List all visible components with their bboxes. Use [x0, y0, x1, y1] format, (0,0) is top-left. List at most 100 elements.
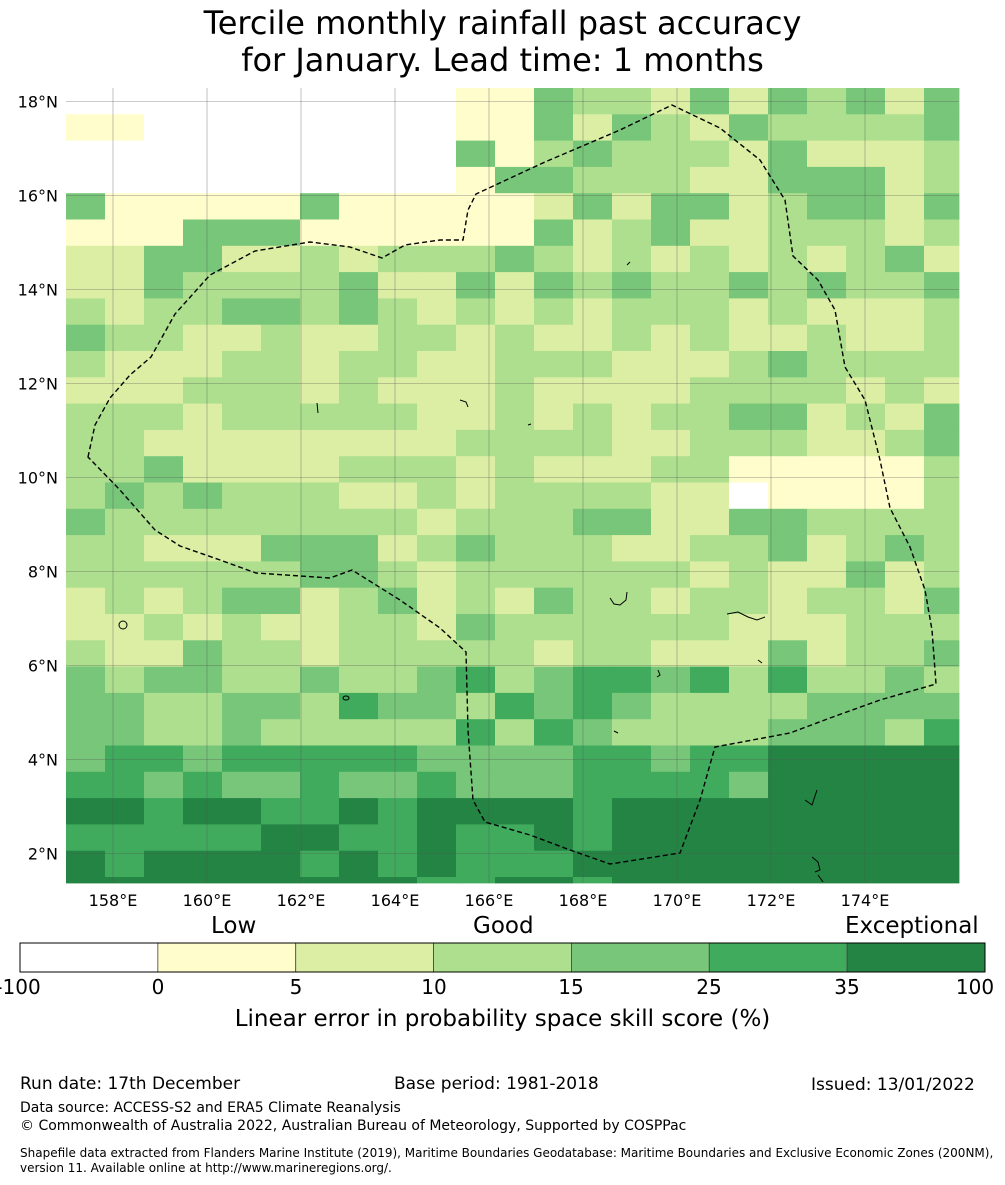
grid-cell — [534, 403, 574, 431]
grid-cell — [690, 877, 730, 884]
grid-cell — [495, 561, 535, 589]
grid-cell — [768, 561, 808, 589]
grid-cell — [768, 429, 808, 457]
grid-cell — [378, 272, 418, 299]
grid-cell — [378, 614, 418, 641]
grid-cell — [222, 614, 262, 641]
grid-cell — [222, 692, 262, 720]
grid-cell — [183, 456, 223, 483]
grid-cell — [300, 377, 340, 404]
grid-cell — [612, 298, 652, 326]
grid-cell — [495, 640, 535, 667]
grid-cell — [690, 535, 730, 562]
grid-cell — [534, 640, 574, 667]
grid-cell — [690, 692, 730, 720]
grid-cell — [183, 245, 223, 273]
grid-cell — [612, 561, 652, 589]
grid-cell — [144, 587, 184, 615]
grid-cell — [183, 324, 223, 352]
grid-cell — [378, 666, 418, 694]
grid-cell — [183, 850, 223, 878]
grid-cell — [378, 429, 418, 457]
grid-cell — [183, 798, 223, 825]
grid-cell — [456, 245, 496, 273]
grid-cell — [612, 272, 652, 299]
grid-cell — [144, 456, 184, 483]
grid-cell — [66, 219, 106, 247]
grid-cell — [729, 377, 769, 404]
grid-cell — [651, 535, 691, 562]
grid-cell — [495, 745, 535, 773]
grid-cell — [534, 140, 574, 168]
grid-cell — [768, 272, 808, 299]
grid-cell — [729, 403, 769, 431]
grid-cell — [495, 114, 535, 141]
grid-cell — [807, 482, 847, 510]
grid-cell — [573, 193, 613, 220]
grid-cell — [417, 351, 457, 378]
grid-cell — [651, 351, 691, 378]
grid-cell — [66, 719, 106, 746]
grid-cell — [378, 114, 418, 141]
grid-cell — [300, 351, 340, 378]
grid-cell — [300, 798, 340, 825]
grid-cell — [690, 351, 730, 378]
island — [804, 789, 818, 806]
grid-cell — [105, 219, 145, 247]
grid-cell — [534, 850, 574, 878]
grid-cell — [417, 377, 457, 404]
grid-cell — [300, 508, 340, 536]
grid-cell — [183, 140, 223, 168]
grid-cell — [573, 429, 613, 457]
grid-cell — [105, 245, 145, 273]
grid-cell — [573, 166, 613, 194]
grid-cell — [924, 140, 960, 168]
grid-cell — [417, 272, 457, 299]
grid-cell — [846, 745, 886, 773]
grid-cell — [846, 850, 886, 878]
grid-cell — [66, 666, 106, 694]
grid-cell — [690, 850, 730, 878]
grid-cell — [768, 614, 808, 641]
colorbar-segment — [708, 942, 848, 973]
grid-cell — [768, 850, 808, 878]
grid-cell — [768, 508, 808, 536]
colorbar-tick: 100 — [955, 975, 995, 999]
grid-cell — [651, 429, 691, 457]
grid-cell — [105, 508, 145, 536]
island — [459, 399, 469, 408]
grid-cell — [378, 640, 418, 667]
grid-cell — [846, 824, 886, 852]
grid-cell — [300, 114, 340, 141]
grid-cell — [924, 824, 960, 852]
grid-cell — [807, 535, 847, 562]
grid-cell — [339, 114, 379, 141]
grid-cell — [924, 692, 960, 720]
grid-cell — [417, 640, 457, 667]
grid-cell — [378, 482, 418, 510]
grid-cell — [261, 140, 301, 168]
grid-cell — [300, 482, 340, 510]
grid-cell — [846, 561, 886, 589]
grid-cell — [768, 219, 808, 247]
grid-cell — [534, 771, 574, 799]
grid-cell — [417, 798, 457, 825]
grid-cell — [378, 798, 418, 825]
grid-cell — [846, 166, 886, 194]
grid-cell — [729, 561, 769, 589]
grid-cell — [417, 561, 457, 589]
grid-cell — [378, 456, 418, 483]
longitude-label: 174°E — [841, 891, 890, 910]
grid-cell — [846, 140, 886, 168]
shapefile-credit-line-2: version 11. Available online at http://w… — [20, 1161, 392, 1175]
grid-cell — [534, 614, 574, 641]
colorbar-tick: 10 — [421, 975, 447, 999]
grid-cell — [885, 140, 925, 168]
grid-cell — [378, 587, 418, 615]
grid-cell — [534, 719, 574, 746]
grid-cell — [534, 482, 574, 510]
grid-cell — [495, 377, 535, 404]
grid-cell — [105, 798, 145, 825]
grid-cell — [222, 824, 262, 852]
grid-cell — [729, 666, 769, 694]
